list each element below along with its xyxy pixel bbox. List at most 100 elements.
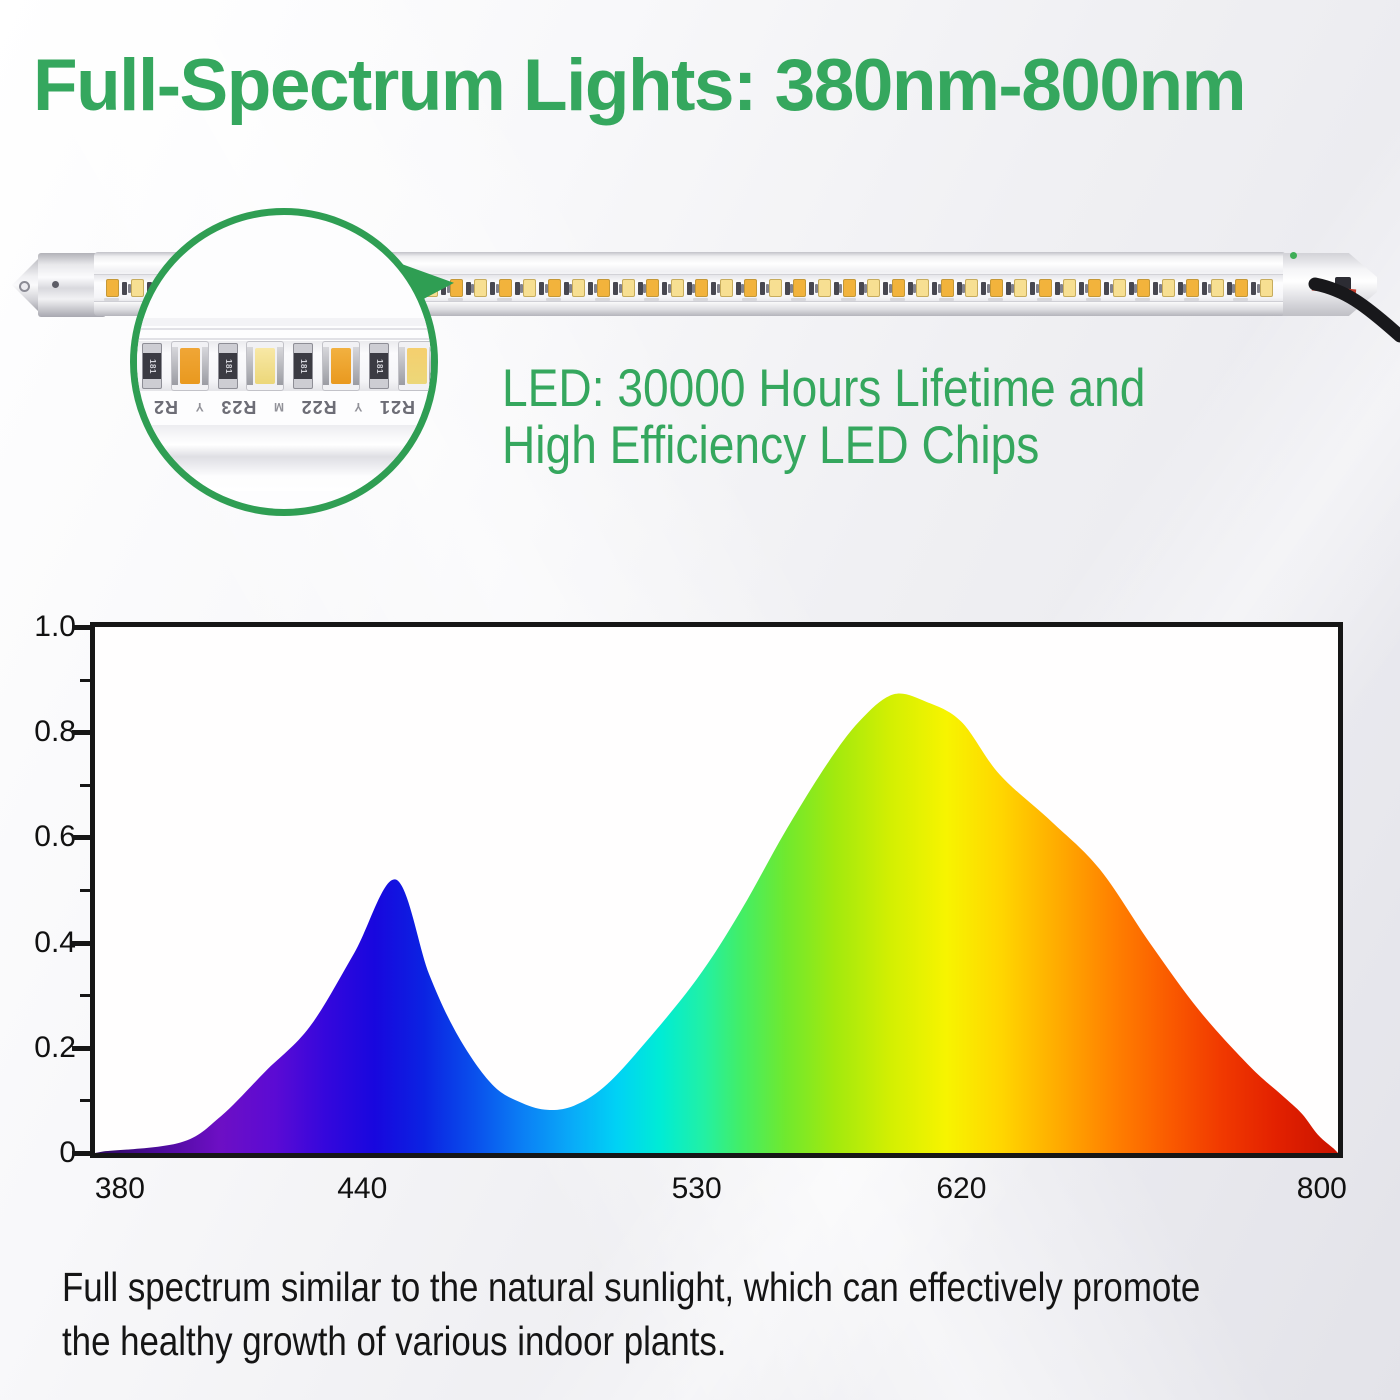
led-chip bbox=[744, 279, 758, 297]
y-tick-label: 0.8 bbox=[34, 715, 76, 749]
strip-marking bbox=[1086, 298, 1101, 301]
resistor bbox=[1104, 282, 1109, 295]
chip-contact-left bbox=[399, 347, 405, 385]
chip-contact-right bbox=[353, 347, 359, 385]
resistor bbox=[1084, 284, 1088, 293]
resistor bbox=[1030, 282, 1036, 295]
strip-marking bbox=[1233, 298, 1249, 301]
resistor bbox=[735, 282, 741, 295]
led-chip bbox=[523, 279, 537, 297]
resistor bbox=[662, 282, 668, 295]
resistor bbox=[686, 282, 692, 295]
led-callout-text: LED: 30000 Hours Lifetime and High Effic… bbox=[502, 360, 1145, 474]
magnified-resistor: 181 bbox=[218, 343, 238, 389]
resistor bbox=[1207, 284, 1211, 293]
power-wire bbox=[1308, 277, 1400, 343]
led-chip bbox=[1259, 279, 1273, 297]
magnified-resistor: 181 bbox=[369, 343, 389, 389]
rivet-dot bbox=[52, 281, 59, 288]
resistor bbox=[814, 284, 818, 293]
strip-mark: M bbox=[273, 400, 284, 414]
resistor bbox=[1158, 284, 1162, 293]
resistor bbox=[981, 282, 987, 295]
led-chip bbox=[1235, 279, 1249, 297]
strip-ref-label: R21 bbox=[378, 397, 415, 418]
caption-text: Full spectrum similar to the natural sun… bbox=[62, 1260, 1371, 1368]
y-minor-tick-mark bbox=[80, 889, 91, 892]
resistor bbox=[1183, 284, 1187, 293]
resistor bbox=[667, 284, 671, 293]
magnified-led-chip bbox=[398, 341, 431, 391]
resistor bbox=[539, 282, 545, 295]
resistor bbox=[907, 282, 913, 295]
resistor bbox=[643, 284, 647, 293]
y-tick-mark bbox=[72, 1045, 91, 1051]
resistor bbox=[864, 284, 867, 293]
led-chip bbox=[1137, 279, 1151, 297]
led-chip bbox=[719, 279, 733, 297]
strip-marking bbox=[447, 298, 463, 301]
resistor bbox=[495, 284, 499, 293]
strip-ref-label: R23 bbox=[220, 397, 257, 418]
led-chip bbox=[646, 279, 660, 297]
strip-marking bbox=[840, 298, 856, 301]
magnified-led-chip bbox=[246, 341, 284, 391]
resistor-label: 181 bbox=[374, 358, 384, 374]
resistor bbox=[1035, 284, 1039, 293]
led-chip bbox=[670, 279, 684, 297]
y-tick-label: 0.2 bbox=[34, 1030, 76, 1064]
resistor bbox=[1202, 282, 1208, 295]
led-chip bbox=[498, 279, 512, 297]
led-chip bbox=[940, 279, 954, 297]
chip-phosphor bbox=[331, 348, 351, 384]
strip-ref-label: R22 bbox=[300, 397, 337, 418]
strip-marking bbox=[595, 298, 610, 301]
strip-ref-label: R2 bbox=[153, 397, 179, 418]
strip-marking bbox=[545, 298, 561, 301]
resistor-label: 181 bbox=[147, 358, 157, 374]
resistor bbox=[544, 284, 548, 293]
chip-contact-right bbox=[202, 347, 208, 385]
resistor bbox=[711, 282, 717, 295]
y-tick-mark bbox=[72, 940, 91, 946]
chip-contact-right bbox=[277, 347, 283, 385]
magnified-led-chip bbox=[322, 341, 360, 391]
resistor bbox=[1251, 282, 1257, 295]
strip-marking bbox=[987, 298, 1003, 301]
strip-marking bbox=[496, 298, 512, 301]
tube-line bbox=[137, 328, 431, 330]
led-chip bbox=[621, 279, 635, 297]
resistor-label: 181 bbox=[298, 358, 308, 374]
strip-marking bbox=[104, 298, 119, 301]
resistor bbox=[520, 284, 524, 293]
led-chip bbox=[695, 279, 709, 297]
led-strip-labels: R21 Y R22 M R23 Y R2 bbox=[137, 395, 431, 419]
y-tick-label: 0 bbox=[59, 1136, 76, 1169]
resistor bbox=[962, 284, 966, 293]
chip-contact-left bbox=[323, 347, 329, 385]
resistor bbox=[809, 282, 815, 295]
magnified-led-strip: 181181181181181 bbox=[137, 341, 431, 391]
chip-phosphor bbox=[180, 348, 200, 384]
led-chip bbox=[817, 279, 831, 297]
magnified-resistor: 181 bbox=[293, 343, 313, 389]
resistor bbox=[441, 282, 447, 295]
led-chip bbox=[842, 279, 856, 297]
resistor bbox=[1128, 282, 1134, 295]
spectrum-chart-svg bbox=[95, 693, 1338, 1153]
black-wire bbox=[1308, 277, 1400, 343]
led-chip bbox=[547, 279, 561, 297]
y-minor-tick-mark bbox=[80, 783, 91, 787]
magnified-resistor: 181 bbox=[142, 343, 162, 389]
y-tick-label: 1.0 bbox=[34, 610, 76, 643]
y-tick-mark bbox=[72, 730, 91, 736]
strip-mark: Y bbox=[194, 400, 204, 414]
led-chip bbox=[768, 279, 782, 297]
resistor bbox=[637, 282, 643, 295]
y-tick-label: 0.4 bbox=[34, 925, 76, 959]
resistor bbox=[471, 284, 475, 293]
resistor bbox=[888, 284, 892, 293]
resistor bbox=[692, 284, 696, 293]
resistor bbox=[986, 284, 990, 293]
resistor bbox=[1060, 284, 1064, 293]
